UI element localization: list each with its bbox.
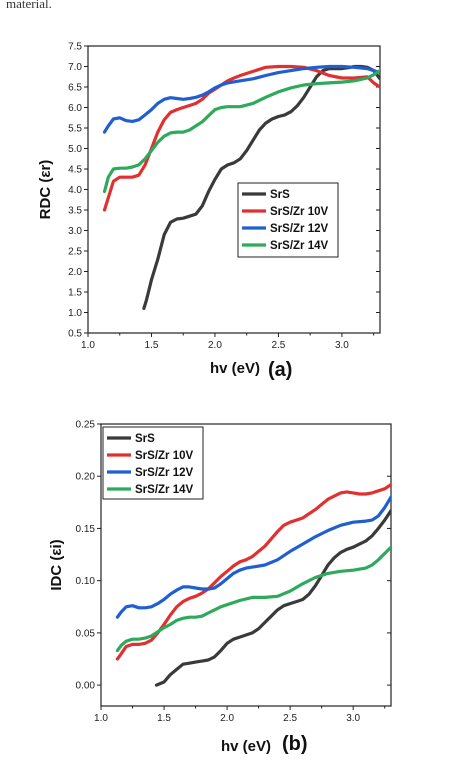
legend-label: SrS <box>270 189 290 201</box>
x-tick-label: 1.5 <box>145 340 159 351</box>
plot-frame-b <box>100 423 392 707</box>
y-axis-title-a: RDC (εr) <box>37 160 54 220</box>
legend-label: SrS/Zr 10V <box>270 206 328 218</box>
x-tick-label: 1.0 <box>94 713 108 724</box>
y-tick-label: 0.20 <box>76 472 96 483</box>
series-line-srs-zr-14v <box>115 545 391 653</box>
series-line-srs <box>142 64 380 310</box>
caption-fragment: material. <box>6 0 52 11</box>
legend-label: SrS/Zr 12V <box>270 223 328 235</box>
y-tick-label: 4.5 <box>68 165 82 176</box>
chart-panel-b: 1.0 1.5 2.0 2.5 3.0 0.00 0.05 0.10 0.15 0.20 0.25… <box>48 420 392 755</box>
x-tick-label: 2.5 <box>271 340 285 351</box>
y-tick-label: 0.15 <box>76 524 96 535</box>
y-tick-label: 1.0 <box>68 308 82 319</box>
x-tick-label: 2.0 <box>208 340 222 351</box>
x-tick-label: 1.5 <box>157 713 171 724</box>
y-tick-label: 3.0 <box>68 226 82 237</box>
x-tick-label: 2.0 <box>220 713 234 724</box>
panel-label-a: (a) <box>268 359 292 381</box>
legend-label: SrS/Zr 14V <box>135 484 193 496</box>
x-tick-label: 3.0 <box>346 713 360 724</box>
y-tick-label: 5.5 <box>68 124 82 135</box>
series-line-srs-zr-14v <box>102 68 380 194</box>
y-tick-label: 7.0 <box>68 62 82 73</box>
legend-label: SrS <box>135 433 155 445</box>
y-tick-label: 1.5 <box>68 288 82 299</box>
y-tick-label: 7.5 <box>68 42 82 53</box>
y-tick-label: 2.5 <box>68 247 82 258</box>
y-axis-title-b: IDC (εi) <box>48 539 65 590</box>
y-tick-label: 6.0 <box>68 103 82 114</box>
series-lines-b <box>115 483 391 687</box>
x-axis-ticks-a: 1.0 1.5 2.0 2.5 3.0 <box>81 333 375 351</box>
series-line-srs <box>154 509 391 687</box>
legend-a: SrS SrS/Zr 10V SrS/Zr 12V SrS/Zr 14V <box>237 182 339 258</box>
legend-label: SrS/Zr 14V <box>270 240 328 252</box>
y-tick-label: 0.25 <box>76 420 96 431</box>
series-line-srs-zr-12v <box>115 495 391 619</box>
legend-label: SrS/Zr 10V <box>135 450 193 462</box>
y-tick-label: 2.0 <box>68 267 82 278</box>
x-axis-ticks-b: 1.0 1.5 2.0 2.5 3.0 <box>94 706 386 724</box>
x-tick-label: 3.0 <box>335 340 349 351</box>
series-line-srs-zr-12v <box>102 64 380 134</box>
panel-label-b: (b) <box>282 733 308 755</box>
series-lines-a <box>102 64 380 310</box>
x-tick-label: 1.0 <box>81 340 95 351</box>
series-line-srs-zr-10v <box>115 483 391 661</box>
x-axis-title-b: hv (eV) <box>221 738 271 755</box>
y-tick-label: 0.10 <box>76 576 96 587</box>
y-tick-label: 0.00 <box>76 681 96 692</box>
y-tick-label: 5.0 <box>68 144 82 155</box>
y-tick-label: 0.05 <box>76 628 96 639</box>
x-axis-title-a: hv (eV) <box>210 360 260 377</box>
y-axis-ticks-a: 0.5 1.0 1.5 2.0 2.5 3.0 3.5 4.0 4.5 5.0 5.5 6.0 6.5 7… <box>68 42 380 340</box>
y-axis-ticks-b: 0.00 0.05 0.10 0.15 0.20 0.25 <box>76 420 391 692</box>
y-tick-label: 4.0 <box>68 185 82 196</box>
y-tick-label: 0.5 <box>68 329 82 340</box>
x-tick-label: 2.5 <box>283 713 297 724</box>
y-tick-label: 6.5 <box>68 83 82 94</box>
legend-label: SrS/Zr 12V <box>135 467 193 479</box>
y-tick-label: 3.5 <box>68 206 82 217</box>
chart-panel-a: 1.0 1.5 2.0 2.5 3.0 0.51.01.52.02.53.03.54.0… <box>37 42 381 381</box>
legend-b: SrS SrS/Zr 10V SrS/Zr 12V SrS/Zr 14V <box>102 426 204 500</box>
